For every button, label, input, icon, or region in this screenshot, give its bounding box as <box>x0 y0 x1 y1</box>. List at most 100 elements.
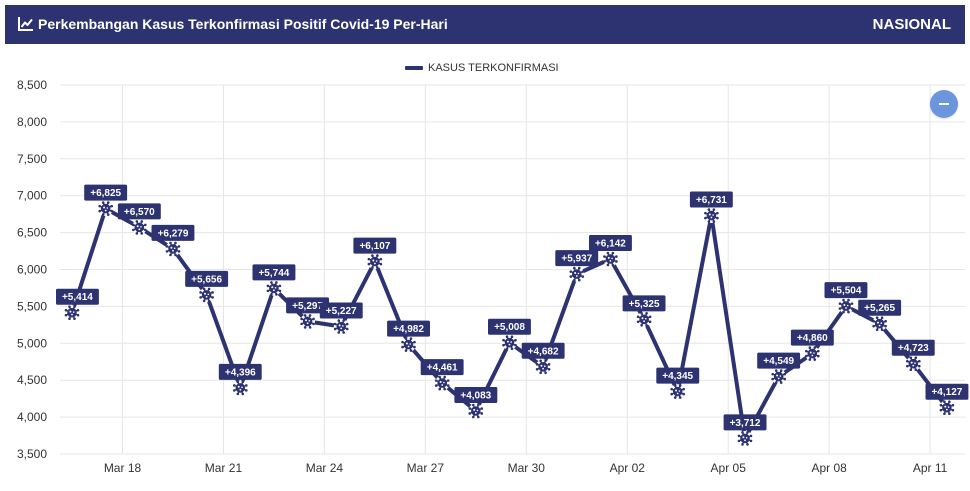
minus-icon <box>939 103 949 105</box>
data-label: +4,682 <box>521 342 565 359</box>
data-label-text: +4,345 <box>662 371 693 382</box>
data-label-text: +5,227 <box>326 306 357 317</box>
data-label: +4,127 <box>925 383 969 400</box>
legend-line-marker <box>405 66 423 70</box>
data-point-virus-icon[interactable] <box>704 208 719 223</box>
chart-title: Perkembangan Kasus Terkonfirmasi Positif… <box>38 16 448 32</box>
data-point-virus-icon[interactable] <box>737 431 753 446</box>
data-labels: +5,414 +6,825+6,570+6,279 +5,656 +4,396 +5,7… <box>56 184 969 431</box>
data-label-text: +5,008 <box>494 322 525 333</box>
data-point-virus-icon[interactable] <box>165 241 181 257</box>
data-label: +4,345 <box>656 367 700 384</box>
data-point-virus-icon[interactable] <box>333 319 349 334</box>
data-label-text: +6,825 <box>90 188 121 199</box>
data-point-virus-icon[interactable] <box>771 369 787 384</box>
data-label: +3,712 <box>723 414 767 431</box>
data-label: +4,461 <box>420 359 464 376</box>
data-label-text: +3,712 <box>730 418 761 429</box>
data-label: +5,265 <box>858 299 902 316</box>
data-label: +4,723 <box>891 339 935 356</box>
x-tick-label: Mar 18 <box>104 461 142 475</box>
data-label-text: +4,127 <box>931 387 962 398</box>
data-point-virus-icon[interactable] <box>670 384 686 399</box>
x-tick-label: Mar 21 <box>205 461 243 475</box>
data-point-virus-icon[interactable] <box>872 316 887 332</box>
x-tick-label: Mar 24 <box>306 461 344 475</box>
data-label-box <box>56 288 99 305</box>
data-point-virus-icon[interactable] <box>603 251 618 267</box>
data-label-box <box>420 359 464 376</box>
y-tick-label: 6,500 <box>17 226 47 240</box>
data-label-text: +5,656 <box>191 274 222 285</box>
y-tick-label: 8,000 <box>17 115 47 129</box>
data-label-text: +4,982 <box>393 324 424 335</box>
data-point-virus-icon[interactable] <box>468 403 484 419</box>
y-tick-label: 6,000 <box>17 263 47 277</box>
data-point-virus-icon[interactable] <box>905 356 921 372</box>
data-label-text: +6,142 <box>595 239 626 250</box>
y-tick-label: 3,500 <box>17 447 47 461</box>
data-label-text: +6,731 <box>696 195 727 206</box>
y-tick-label: 8,500 <box>17 78 47 92</box>
data-point-virus-icon[interactable] <box>838 298 854 314</box>
data-label-text: +4,461 <box>427 363 458 374</box>
data-label: +5,744 <box>252 264 296 281</box>
data-point-markers <box>64 201 955 446</box>
grid-lines <box>60 84 965 455</box>
data-point-virus-icon[interactable] <box>98 201 114 216</box>
data-label-text: +5,325 <box>629 299 660 310</box>
data-point-virus-icon[interactable] <box>502 335 517 351</box>
x-tick-label: Mar 30 <box>508 461 546 475</box>
data-label-text: +6,107 <box>359 241 390 252</box>
data-label-box <box>656 367 700 384</box>
data-label-box <box>185 270 229 287</box>
data-label-box <box>723 414 767 431</box>
data-label-text: +4,723 <box>898 343 929 354</box>
zoom-out-button[interactable] <box>930 90 958 118</box>
data-point-virus-icon[interactable] <box>569 266 585 282</box>
data-point-virus-icon[interactable] <box>199 287 214 303</box>
data-point-virus-icon[interactable] <box>434 375 450 391</box>
data-label: +6,142 <box>589 235 632 252</box>
data-label: +5,504 <box>824 282 868 299</box>
data-label: +5,297 <box>286 297 329 314</box>
data-label-text: +5,504 <box>831 286 862 297</box>
data-label: +5,227 <box>319 302 363 319</box>
data-point-virus-icon[interactable] <box>266 281 282 296</box>
data-point-virus-icon[interactable] <box>367 254 383 269</box>
x-tick-label: Apr 02 <box>610 461 646 475</box>
data-label-box <box>286 297 329 314</box>
data-label-box <box>252 264 296 281</box>
data-point-virus-icon[interactable] <box>300 314 315 329</box>
data-label: +6,279 <box>151 224 195 241</box>
x-tick-label: Apr 08 <box>811 461 847 475</box>
data-label-text: +5,937 <box>561 254 592 265</box>
data-point-virus-icon[interactable] <box>64 305 80 321</box>
data-label-box <box>824 282 868 299</box>
data-label: +6,107 <box>353 237 397 254</box>
y-tick-label: 4,500 <box>17 373 47 387</box>
data-label-text: +5,414 <box>62 292 93 303</box>
data-label: +4,083 <box>454 386 498 403</box>
data-label-box <box>319 302 363 319</box>
data-label: +5,008 <box>488 318 531 335</box>
data-label-text: +4,396 <box>225 367 256 378</box>
chart-line-icon <box>18 17 33 31</box>
legend-item-kasus-terkonfirmasi[interactable]: KASUS TERKONFIRMASI <box>405 60 559 76</box>
data-point-virus-icon[interactable] <box>232 380 248 396</box>
data-point-virus-icon[interactable] <box>535 359 551 375</box>
data-label-box <box>790 329 834 346</box>
data-point-virus-icon[interactable] <box>636 311 652 327</box>
data-label-text: +4,549 <box>763 356 794 367</box>
legend-label: KASUS TERKONFIRMASI <box>428 62 559 74</box>
data-point-virus-icon[interactable] <box>804 346 820 361</box>
data-point-virus-icon[interactable] <box>401 337 416 352</box>
data-label: +4,396 <box>218 363 262 380</box>
data-label-box <box>555 250 599 267</box>
data-point-virus-icon[interactable] <box>131 220 147 235</box>
data-label-box <box>757 352 801 369</box>
data-label-box <box>353 237 397 254</box>
y-tick-label: 4,000 <box>17 410 47 424</box>
data-point-virus-icon[interactable] <box>939 400 955 416</box>
